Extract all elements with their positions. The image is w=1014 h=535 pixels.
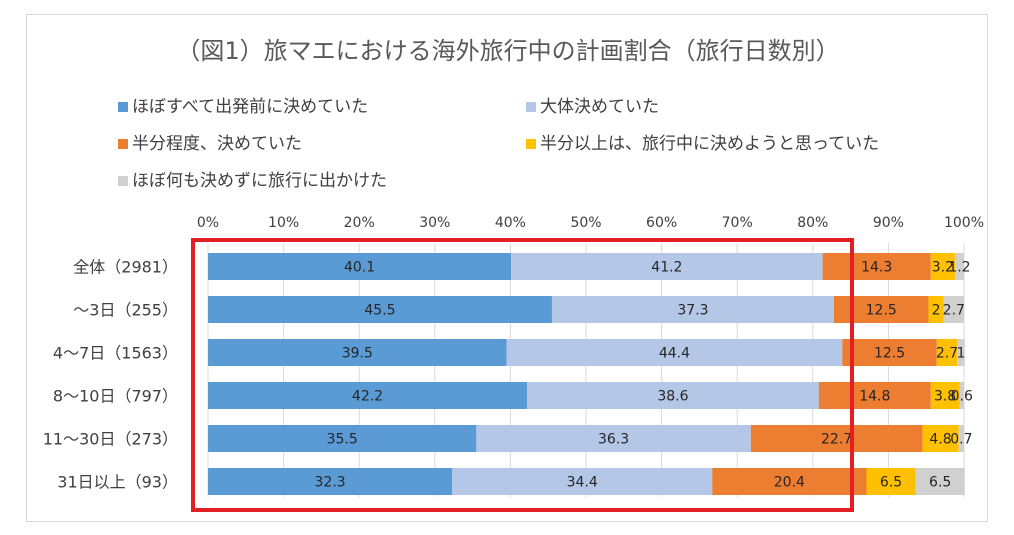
legend-swatch-1 [118, 102, 128, 112]
legend-swatch-3 [118, 139, 128, 149]
category-label: 31日以上（93） [57, 473, 178, 492]
category-label: 全体（2981） [73, 258, 178, 277]
data-label: 0.7 [950, 432, 972, 448]
bar-segment [822, 253, 931, 280]
legend-swatch-2 [526, 102, 536, 112]
data-label: 44.4 [659, 346, 690, 362]
x-axis-ticks: 0% 10% 20% 30% 40% 50% 60% 70% 80% 90% 100% [197, 215, 984, 231]
bar-segment [954, 253, 964, 280]
legend-label-3: 半分程度、決めていた [132, 134, 302, 154]
bar-segment [922, 425, 959, 452]
bar-segment [208, 253, 512, 280]
data-labels: 40.1 41.2 14.3 3.21.245.5 37.3 12.5 2 2.739.5 44… [315, 260, 973, 491]
bar-segment [208, 339, 507, 366]
bar-segment [930, 382, 960, 409]
data-label: 45.5 [364, 303, 395, 319]
x-tick-label: 0% [197, 215, 219, 231]
x-tick-label: 20% [344, 215, 375, 231]
x-tick-label: 90% [873, 215, 904, 231]
bar-segment [208, 425, 477, 452]
bar-segment [915, 468, 965, 495]
bar-segment [833, 296, 929, 323]
bar-segment [506, 339, 843, 366]
data-label: 34.4 [567, 475, 598, 491]
bar-segment [511, 253, 823, 280]
x-tick-label: 60% [646, 215, 677, 231]
data-label: 36.3 [598, 432, 629, 448]
category-label: 8～10日（797） [53, 387, 178, 406]
x-tick-label: 50% [570, 215, 601, 231]
data-label: 6.5 [929, 475, 951, 491]
gridlines [207, 243, 965, 497]
bar-segment [476, 425, 751, 452]
data-label: 41.2 [651, 260, 682, 276]
category-label: 11～30日（273） [43, 430, 178, 449]
bar-segment [959, 382, 964, 409]
data-label: 1.2 [948, 260, 970, 276]
data-label: 3.2 [932, 260, 954, 276]
data-label: 14.3 [861, 260, 892, 276]
x-tick-label: 10% [268, 215, 299, 231]
bar-segment [208, 382, 528, 409]
data-label: 2.7 [936, 346, 958, 362]
x-tick-label: 30% [419, 215, 450, 231]
stacked-bar-chart: （図1）旅マエにおける海外旅行中の計画割合（旅行日数別） ほぼすべて出発前に決め… [43, 37, 984, 512]
bar-segment [936, 339, 958, 366]
data-label: 6.5 [880, 475, 902, 491]
category-label: 4～7日（1563） [53, 344, 178, 363]
x-tick-label: 100% [944, 215, 984, 231]
data-label: 1 [957, 346, 966, 362]
data-label: 2.7 [943, 303, 965, 319]
data-label: 12.5 [874, 346, 905, 362]
bar-segment [818, 382, 931, 409]
chart-title: （図1）旅マエにおける海外旅行中の計画割合（旅行日数別） [176, 37, 839, 65]
bar-segment [957, 339, 965, 366]
bar-segment [866, 468, 916, 495]
bar-segment [452, 468, 713, 495]
legend-label-2: 大体決めていた [540, 97, 659, 117]
bar-segment [943, 296, 964, 323]
legend-label-5: ほぼ何も決めずに旅行に出かけた [132, 171, 387, 191]
bar-segment [930, 253, 955, 280]
bar-segment [712, 468, 867, 495]
bar-segment [551, 296, 834, 323]
bar-segment [208, 296, 552, 323]
chart-frame: （図1）旅マエにおける海外旅行中の計画割合（旅行日数別） ほぼすべて出発前に決め… [26, 14, 988, 522]
bar-segment [750, 425, 923, 452]
data-label: 37.3 [677, 303, 708, 319]
data-label: 39.5 [342, 346, 373, 362]
legend-label-4: 半分以上は、旅行中に決めようと思っていた [540, 134, 879, 154]
category-label: ～3日（255） [73, 301, 178, 320]
data-label: 2 [932, 303, 941, 319]
data-label: 32.3 [315, 475, 346, 491]
x-tick-label: 80% [797, 215, 828, 231]
x-tick-label: 70% [722, 215, 753, 231]
data-label: 0.6 [951, 389, 973, 405]
data-label: 35.5 [327, 432, 358, 448]
legend-label-1: ほぼすべて出発前に決めていた [132, 97, 368, 117]
data-label: 40.1 [344, 260, 375, 276]
bar-segment [958, 425, 964, 452]
x-tick-label: 40% [495, 215, 526, 231]
legend-swatch-5 [118, 176, 128, 186]
bar-segment [527, 382, 819, 409]
bars [208, 253, 965, 495]
data-label: 4.8 [929, 432, 951, 448]
data-label: 20.4 [774, 475, 805, 491]
legend-swatch-4 [526, 139, 536, 149]
data-label: 3.8 [934, 389, 956, 405]
data-label: 42.2 [352, 389, 383, 405]
data-label: 12.5 [866, 303, 897, 319]
category-labels: 全体（2981） ～3日（255） 4～7日（1563） 8～10日（797） 11～3… [43, 258, 178, 492]
bar-segment [842, 339, 937, 366]
bar-segment [928, 296, 944, 323]
data-label: 38.6 [657, 389, 688, 405]
highlight-box [191, 238, 854, 512]
bar-segment [208, 468, 453, 495]
data-label: 22.7 [821, 432, 852, 448]
data-label: 14.8 [859, 389, 890, 405]
